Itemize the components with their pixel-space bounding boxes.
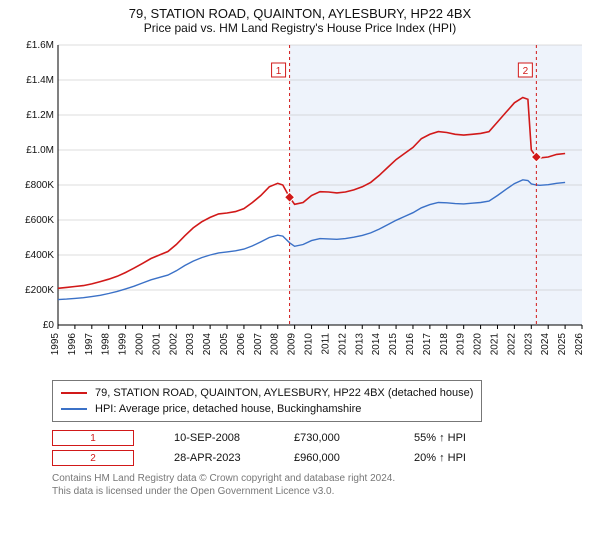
legend-label: HPI: Average price, detached house, Buck… — [95, 403, 361, 415]
svg-text:2026: 2026 — [574, 333, 585, 356]
svg-text:£1.4M: £1.4M — [26, 75, 54, 86]
legend: 79, STATION ROAD, QUAINTON, AYLESBURY, H… — [52, 380, 482, 422]
svg-text:1999: 1999 — [118, 333, 129, 356]
svg-text:£1.6M: £1.6M — [26, 40, 54, 51]
svg-text:£400K: £400K — [25, 250, 54, 261]
svg-text:2004: 2004 — [202, 333, 213, 356]
marker-date: 10-SEP-2008 — [174, 432, 254, 444]
marker-price: £730,000 — [294, 432, 374, 444]
marker-row: 1 10-SEP-2008 £730,000 55% ↑ HPI — [52, 428, 586, 448]
svg-text:2014: 2014 — [371, 333, 382, 356]
svg-text:2020: 2020 — [473, 333, 484, 356]
marker-delta: 20% ↑ HPI — [414, 452, 494, 464]
svg-text:2002: 2002 — [168, 333, 179, 356]
svg-text:2025: 2025 — [557, 333, 568, 356]
marker-delta: 55% ↑ HPI — [414, 432, 494, 444]
svg-text:£600K: £600K — [25, 215, 54, 226]
marker-badge: 1 — [52, 430, 134, 446]
svg-text:£200K: £200K — [25, 285, 54, 296]
svg-text:2009: 2009 — [287, 333, 298, 356]
legend-label: 79, STATION ROAD, QUAINTON, AYLESBURY, H… — [95, 387, 473, 399]
chart-container: £0 £200K £400K £600K £800K £1.0M £1.2M £1.4M £1.… — [10, 39, 590, 374]
svg-text:2016: 2016 — [405, 333, 416, 356]
svg-text:2023: 2023 — [523, 333, 534, 356]
svg-text:£800K: £800K — [25, 180, 54, 191]
marker-badge: 2 — [52, 450, 134, 466]
svg-text:2001: 2001 — [151, 333, 162, 356]
svg-text:2019: 2019 — [456, 333, 467, 356]
svg-text:2000: 2000 — [135, 333, 146, 356]
svg-text:1997: 1997 — [84, 333, 95, 356]
svg-text:2005: 2005 — [219, 333, 230, 356]
footer-line: This data is licensed under the Open Gov… — [52, 485, 586, 498]
svg-text:£1.2M: £1.2M — [26, 110, 54, 121]
page-subtitle: Price paid vs. HM Land Registry's House … — [10, 21, 590, 35]
svg-text:£0: £0 — [43, 320, 55, 331]
svg-text:2012: 2012 — [337, 333, 348, 356]
page-title: 79, STATION ROAD, QUAINTON, AYLESBURY, H… — [10, 6, 590, 21]
svg-text:2013: 2013 — [354, 333, 365, 356]
svg-text:2006: 2006 — [236, 333, 247, 356]
legend-item: 79, STATION ROAD, QUAINTON, AYLESBURY, H… — [61, 385, 473, 401]
license-footer: Contains HM Land Registry data © Crown c… — [52, 472, 586, 498]
line-chart: £0 £200K £400K £600K £800K £1.0M £1.2M £1.4M £1.… — [10, 39, 590, 369]
svg-text:2017: 2017 — [422, 333, 433, 356]
svg-text:2003: 2003 — [185, 333, 196, 356]
marker-row: 2 28-APR-2023 £960,000 20% ↑ HPI — [52, 448, 586, 468]
legend-swatch — [61, 392, 87, 394]
svg-text:2018: 2018 — [439, 333, 450, 356]
marker-table: 1 10-SEP-2008 £730,000 55% ↑ HPI 2 28-AP… — [52, 428, 586, 468]
marker-date: 28-APR-2023 — [174, 452, 254, 464]
svg-text:2008: 2008 — [270, 333, 281, 356]
svg-text:2007: 2007 — [253, 333, 264, 356]
svg-text:2024: 2024 — [540, 333, 551, 356]
svg-text:2015: 2015 — [388, 333, 399, 356]
svg-text:2011: 2011 — [320, 333, 331, 355]
legend-swatch — [61, 408, 87, 410]
svg-text:£1.0M: £1.0M — [26, 145, 54, 156]
svg-text:2010: 2010 — [304, 333, 315, 356]
marker-price: £960,000 — [294, 452, 374, 464]
legend-item: HPI: Average price, detached house, Buck… — [61, 401, 473, 417]
svg-text:2022: 2022 — [506, 333, 517, 356]
footer-line: Contains HM Land Registry data © Crown c… — [52, 472, 586, 485]
svg-text:1: 1 — [276, 66, 282, 77]
svg-text:2: 2 — [523, 66, 529, 77]
svg-text:1995: 1995 — [50, 333, 61, 356]
svg-text:2021: 2021 — [489, 333, 500, 356]
svg-text:1998: 1998 — [101, 333, 112, 356]
svg-text:1996: 1996 — [67, 333, 78, 356]
